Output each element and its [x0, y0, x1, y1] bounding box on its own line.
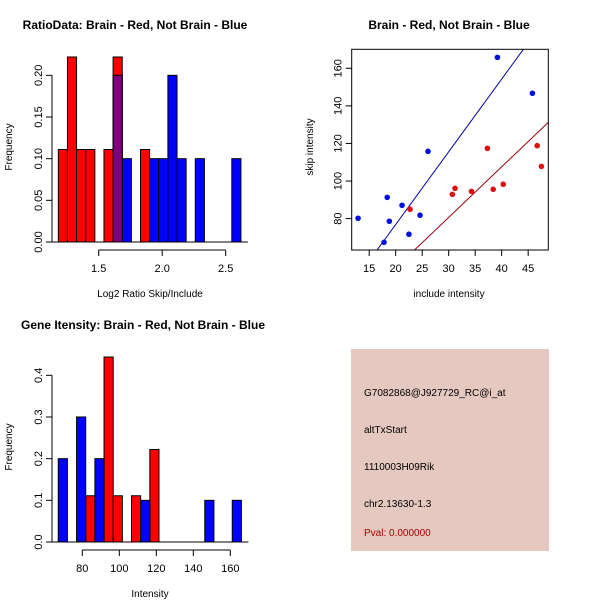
histogram-bar-red — [66, 56, 78, 243]
x-tick-label: 45 — [522, 263, 534, 275]
y-tick-label: 0.05 — [33, 190, 45, 211]
histogram-bar-blue — [76, 416, 87, 543]
x-tick-label: 30 — [443, 263, 455, 275]
scatter-title: Brain - Red, Not Brain - Blue — [368, 18, 530, 32]
info-panel: G7082868@J927729_RC@i_at altTxStart 1110… — [351, 349, 549, 551]
histogram-bar-overlap — [112, 74, 123, 243]
x-tick-label: 2.0 — [155, 263, 170, 275]
histogram-bar-blue — [121, 158, 132, 243]
x-tick-label: 100 — [110, 563, 128, 575]
histogram-bar-red — [139, 149, 151, 243]
scatter-point-pt_blue — [406, 231, 412, 238]
intensity-scatter-panel: Brain - Red, Not Brain - Blue include in… — [305, 18, 549, 300]
x-tick-label: 20 — [390, 263, 402, 275]
scatter-point-pt_red — [500, 181, 507, 188]
y-tick-label: 160 — [333, 59, 345, 77]
ratio-histogram-xlabel: Log2 Ratio Skip/Include — [97, 289, 203, 300]
histogram-bar-blue — [194, 158, 205, 243]
y-tick-label: 0.3 — [33, 409, 45, 424]
scatter-point-pt_red — [407, 206, 413, 213]
x-tick-label: 15 — [363, 263, 375, 275]
gene-intensity-histogram-panel: Gene Itensity: Brain - Red, Not Brain - … — [4, 318, 265, 600]
histogram-bar-blue — [231, 158, 242, 243]
y-tick-label: 0.1 — [33, 493, 45, 508]
histogram-bar-red — [85, 495, 96, 543]
scatter-point-pt_blue — [386, 218, 393, 225]
x-tick-label: 120 — [147, 563, 165, 575]
info-background — [351, 349, 549, 551]
scatter-point-pt_blue — [381, 239, 387, 246]
scatter-point-pt_red — [484, 145, 491, 152]
y-tick-label: 0.20 — [33, 65, 45, 86]
y-tick-label: 80 — [333, 212, 345, 224]
gene-histogram-ylabel: Frequency — [4, 423, 15, 470]
x-tick-label: 140 — [184, 563, 202, 575]
histogram-bar-red — [103, 356, 114, 543]
ratio-histogram-panel: RatioData: Brain - Red, Not Brain - Blue… — [4, 18, 248, 300]
histogram-bar-blue — [167, 74, 178, 243]
x-tick-label: 2.5 — [218, 263, 233, 275]
histogram-bar-red — [103, 149, 114, 243]
histogram-bar-red — [112, 495, 123, 543]
scatter-point-pt_red — [449, 191, 456, 198]
probe-id: G7082868@J927729_RC@i_at — [364, 388, 506, 399]
scatter-point-pt_red — [452, 185, 458, 192]
y-tick-label: 0.2 — [33, 451, 45, 466]
y-tick-label: 0.10 — [33, 148, 45, 169]
scatter-point-pt_red — [538, 163, 545, 170]
histogram-bar-blue — [94, 458, 105, 543]
histogram-bar-red — [76, 149, 87, 243]
scatter-point-pt_blue — [399, 202, 405, 209]
scatter-xlabel: include intensity — [413, 289, 484, 300]
histogram-bar-blue — [231, 499, 242, 543]
scatter-point-pt_blue — [494, 54, 501, 61]
histogram-bar-blue — [149, 158, 160, 243]
histogram-bar-blue — [176, 158, 187, 243]
histogram-bar-blue — [140, 499, 151, 543]
gene-name: 1110003H09Rik — [364, 462, 435, 473]
scatter-point-pt_blue — [384, 194, 391, 201]
x-tick-label: 35 — [469, 263, 481, 275]
histogram-bar-blue — [204, 499, 215, 543]
histogram-bar-blue — [57, 458, 68, 543]
x-tick-label: 80 — [76, 563, 88, 575]
x-tick-label: 40 — [496, 263, 508, 275]
scatter-point-pt_red — [490, 186, 496, 193]
ratio-histogram-title: RatioData: Brain - Red, Not Brain - Blue — [23, 18, 248, 32]
histogram-bar-red — [57, 149, 68, 243]
histogram-bar-red — [85, 149, 96, 243]
ratio-histogram-ylabel: Frequency — [4, 123, 15, 170]
histogram-bar-red — [131, 495, 142, 543]
scatter-point-pt_blue — [425, 148, 431, 155]
y-tick-label: 140 — [333, 97, 345, 115]
scatter-point-pt_blue — [355, 215, 361, 222]
y-tick-label: 100 — [333, 172, 345, 190]
histogram-bar-red — [149, 448, 160, 543]
y-tick-label: 0.4 — [33, 368, 45, 383]
scatter-point-pt_blue — [529, 90, 536, 97]
regression-line-pt_red — [413, 122, 549, 250]
x-tick-label: 160 — [221, 563, 239, 575]
x-tick-label: 25 — [416, 263, 428, 275]
event-type: altTxStart — [364, 425, 407, 436]
plot-box — [351, 48, 549, 251]
scatter-point-pt_red — [534, 142, 540, 149]
x-tick-label: 1.5 — [91, 263, 106, 275]
genomic-location: chr2.13630-1.3 — [364, 499, 432, 510]
p-value: Pval: 0.000000 — [364, 528, 431, 539]
y-tick-label: 0.15 — [33, 106, 45, 127]
scatter-point-pt_blue — [417, 212, 423, 219]
y-tick-label: 120 — [333, 134, 345, 152]
histogram-bar-blue — [158, 158, 169, 243]
gene-histogram-title: Gene Itensity: Brain - Red, Not Brain - … — [21, 318, 265, 332]
y-tick-label: 0.00 — [33, 231, 45, 252]
scatter-point-pt_red — [468, 188, 475, 195]
scatter-ylabel: skip intensity — [305, 118, 316, 175]
gene-histogram-xlabel: Intensity — [131, 589, 168, 600]
y-tick-label: 0.0 — [33, 534, 45, 549]
